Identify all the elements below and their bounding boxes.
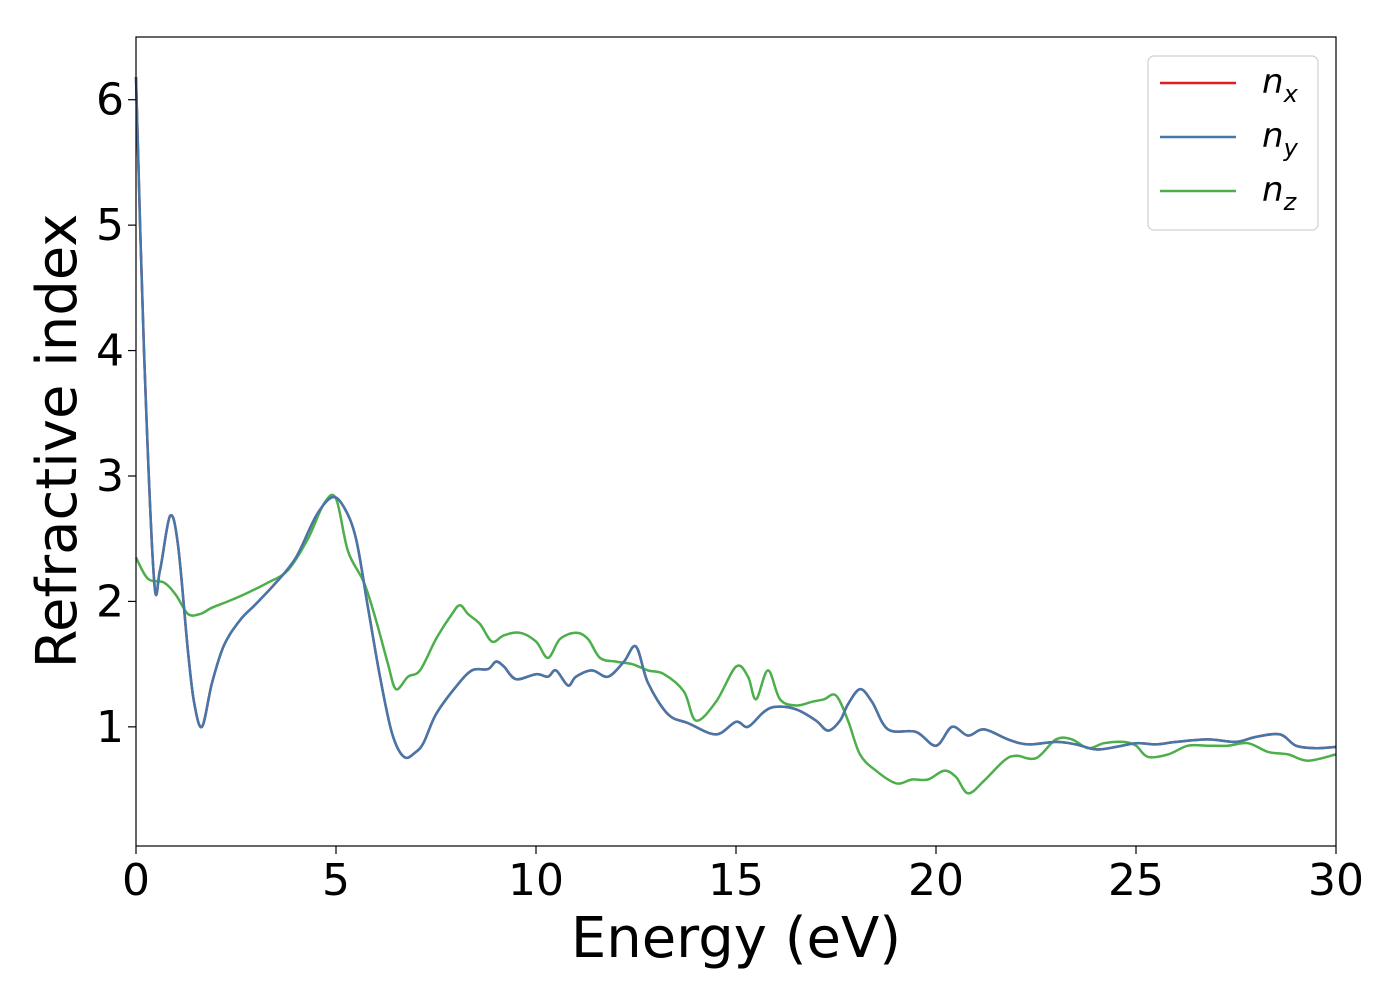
x-tick-label: 0	[122, 855, 150, 906]
y-tick-label: 5	[96, 200, 124, 251]
y-axis-ticks: 1 2 3 4 5 6	[96, 75, 136, 753]
x-tick-label: 5	[322, 855, 350, 906]
series-layer	[134, 77, 1337, 795]
y-tick-label: 4	[96, 326, 124, 377]
plot-area	[136, 37, 1336, 846]
x-tick-label: 30	[1308, 855, 1364, 906]
series-line-y	[134, 77, 1337, 760]
y-tick-label: 3	[96, 451, 124, 502]
x-axis-ticks: 0 5 10 15 20 25 30	[122, 846, 1364, 906]
x-axis-label: Energy (eV)	[571, 906, 901, 971]
x-tick-label: 10	[508, 855, 564, 906]
legend-box	[1147, 55, 1319, 231]
y-tick-label: 6	[96, 75, 124, 126]
y-tick-label: 1	[96, 702, 124, 753]
x-tick-label: 25	[1108, 855, 1164, 906]
y-axis-label: Refractive index	[25, 214, 90, 669]
y-tick-label: 2	[96, 576, 124, 627]
x-tick-label: 20	[908, 855, 964, 906]
x-tick-label: 15	[708, 855, 764, 906]
